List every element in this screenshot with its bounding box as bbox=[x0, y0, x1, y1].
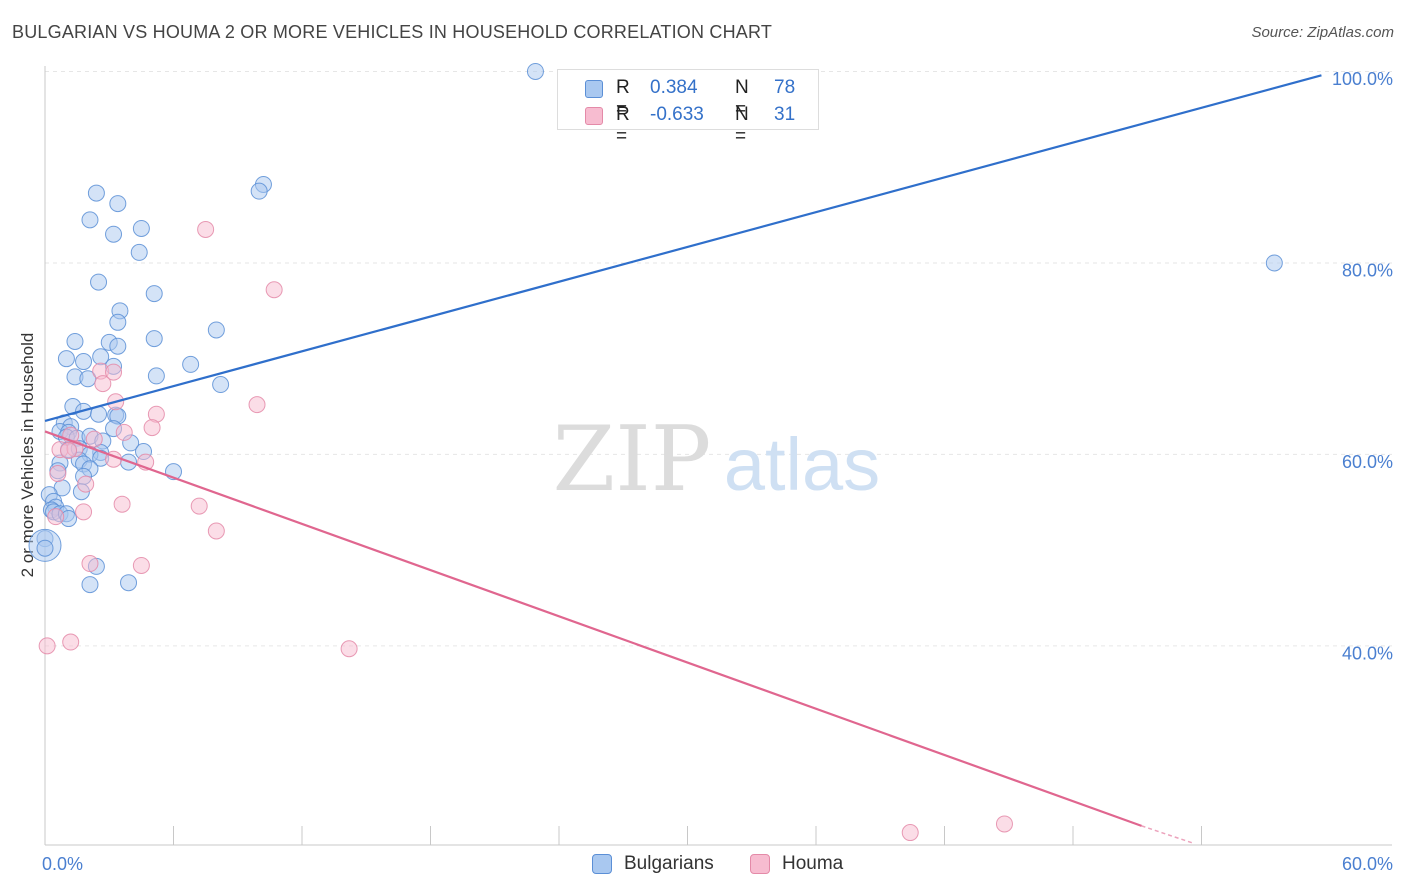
r-label: R = bbox=[616, 104, 630, 147]
bulgarians-point bbox=[250, 182, 268, 200]
houma-point bbox=[49, 465, 67, 483]
watermark-zip: ZIP bbox=[553, 407, 712, 512]
n-value: 31 bbox=[774, 104, 796, 125]
houma-point bbox=[105, 363, 123, 381]
bulgarians-point bbox=[526, 62, 544, 80]
stats-box: R = 0.384 N = 78 R = -0.633 N = 31 bbox=[557, 69, 819, 147]
watermark-atlas: atlas bbox=[724, 423, 880, 506]
houma-point bbox=[143, 419, 161, 437]
chart-title: BULGARIAN VS HOUMA 2 OR MORE VEHICLES IN… bbox=[12, 22, 773, 42]
y-tick-label: 40.0% bbox=[1342, 644, 1393, 664]
bulgarians-point bbox=[81, 211, 99, 229]
bulgarians-point bbox=[57, 350, 75, 368]
x-tick-label: 0.0% bbox=[42, 854, 83, 874]
bulgarians-point bbox=[90, 273, 108, 291]
houma-point bbox=[113, 495, 131, 513]
houma-point bbox=[901, 824, 919, 842]
houma-point bbox=[60, 442, 78, 460]
houma-point bbox=[47, 508, 65, 526]
houma-point bbox=[340, 640, 358, 658]
r-value: -0.633 bbox=[650, 104, 704, 125]
bulgarians-point bbox=[87, 184, 105, 202]
bulgarians-point bbox=[132, 219, 150, 237]
houma-point bbox=[265, 281, 283, 299]
tick-labels-layer: 100.0% 80.0% 60.0% 40.0% 0.0% 60.0% bbox=[42, 69, 1393, 874]
bulgarians-point bbox=[130, 243, 148, 261]
source-label: Source: ZipAtlas.com bbox=[1251, 24, 1394, 41]
bulgarians-point bbox=[109, 313, 127, 331]
y-tick-label: 100.0% bbox=[1332, 69, 1393, 89]
bulgarians-point bbox=[81, 576, 99, 594]
n-value: 78 bbox=[774, 77, 796, 98]
bulgarians-trend-line bbox=[44, 74, 1322, 422]
houma-point bbox=[75, 503, 93, 521]
houma-point bbox=[248, 396, 266, 414]
houma-point bbox=[85, 430, 103, 448]
bulgarians-point bbox=[109, 195, 127, 213]
houma-point bbox=[995, 815, 1013, 833]
houma-point bbox=[115, 423, 133, 441]
bulgarians-point bbox=[36, 539, 54, 557]
bulgarians-point bbox=[182, 355, 200, 373]
houma-point bbox=[38, 637, 56, 655]
x-tick-label: 60.0% bbox=[1342, 854, 1393, 874]
axis-layer bbox=[44, 66, 1392, 846]
watermark: ZIP atlas bbox=[553, 407, 880, 512]
bulgarians-point bbox=[145, 330, 163, 348]
houma-trend-line bbox=[44, 430, 1142, 827]
bulgarians-point bbox=[207, 321, 225, 339]
bulgarians-point bbox=[145, 285, 163, 303]
bulgarians-point bbox=[1265, 254, 1283, 272]
r-label: R = bbox=[616, 77, 630, 120]
bulgarians-point bbox=[66, 332, 84, 350]
houma-point bbox=[190, 497, 208, 515]
houma-point bbox=[81, 555, 99, 573]
points-layer bbox=[28, 62, 1283, 842]
bulgarians-point bbox=[212, 376, 230, 394]
trend-layer bbox=[44, 74, 1322, 844]
houma-point bbox=[132, 556, 150, 574]
bulgarians-point bbox=[120, 574, 138, 592]
houma-point bbox=[94, 375, 112, 393]
y-tick-label: 80.0% bbox=[1342, 261, 1393, 281]
n-label: N = bbox=[735, 77, 749, 120]
bulgarians-swatch bbox=[585, 80, 603, 98]
bulgarians-legend-swatch bbox=[592, 854, 612, 874]
houma-legend-swatch bbox=[750, 854, 770, 874]
bulgarians-point bbox=[75, 353, 93, 371]
grid-layer bbox=[45, 70, 1392, 647]
houma-point bbox=[62, 633, 80, 651]
bulgarians-point bbox=[147, 367, 165, 385]
bulgarians-point bbox=[109, 337, 127, 355]
legend-label: Bulgarians bbox=[624, 853, 714, 874]
bulgarians-point bbox=[105, 225, 123, 243]
houma-swatch bbox=[585, 107, 603, 125]
r-value: 0.384 bbox=[650, 77, 698, 98]
houma-trend-extension bbox=[1141, 825, 1194, 844]
houma-point bbox=[197, 220, 215, 238]
legend-label: Houma bbox=[782, 853, 844, 874]
houma-point bbox=[77, 475, 95, 493]
y-tick-label: 60.0% bbox=[1342, 452, 1393, 472]
houma-point bbox=[207, 522, 225, 540]
n-label: N = bbox=[735, 104, 749, 147]
